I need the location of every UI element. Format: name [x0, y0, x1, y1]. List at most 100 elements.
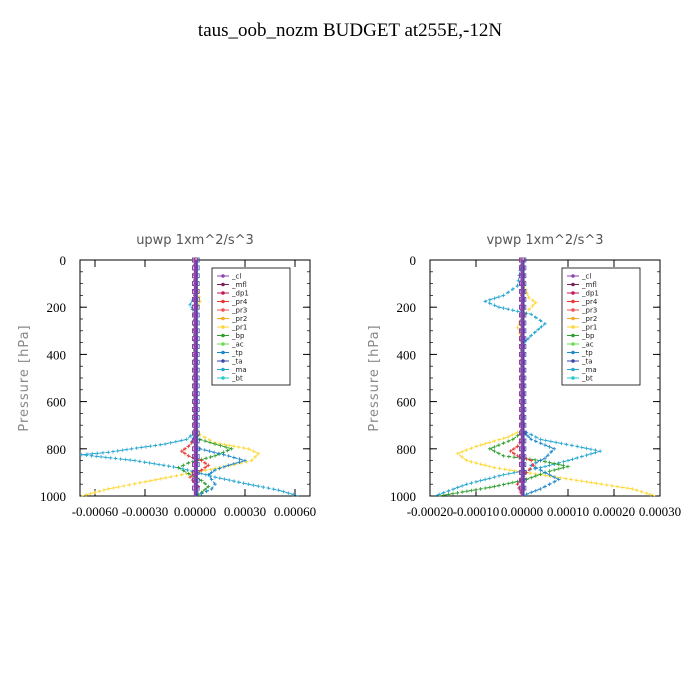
data-point	[209, 470, 214, 475]
y-axis-label: Pressure [hPa]	[367, 324, 382, 431]
data-point	[192, 289, 198, 294]
data-point	[206, 484, 211, 489]
data-point	[202, 448, 207, 452]
data-point	[209, 487, 214, 491]
data-point	[199, 471, 204, 476]
legend-swatch-marker	[221, 367, 225, 372]
legend-label: _dp1	[581, 290, 599, 298]
legend-item: _pr3	[567, 307, 597, 315]
data-point	[465, 489, 469, 494]
data-point	[192, 281, 198, 287]
data-point	[123, 457, 128, 462]
data-point	[271, 487, 276, 491]
data-point	[519, 257, 525, 263]
data-point	[492, 465, 497, 470]
data-point	[630, 487, 635, 491]
data-point	[128, 458, 132, 462]
data-point	[569, 477, 573, 482]
data-point	[465, 458, 469, 463]
data-point	[217, 451, 221, 456]
data-point	[519, 289, 525, 294]
y-tick-label: 400	[47, 347, 67, 362]
data-point	[192, 375, 198, 381]
data-point	[501, 436, 506, 441]
legend-item: _bt	[567, 375, 593, 383]
legend-item: _pr3	[217, 307, 247, 315]
data-point	[192, 438, 198, 444]
data-point	[185, 468, 190, 472]
data-point	[546, 453, 550, 457]
data-point	[492, 439, 497, 443]
data-point	[138, 459, 142, 464]
data-point	[529, 432, 533, 437]
data-point	[478, 462, 483, 466]
data-point	[132, 482, 137, 486]
data-point	[543, 470, 547, 475]
data-point	[599, 482, 604, 486]
data-point	[492, 475, 497, 479]
legend-swatch-marker	[571, 333, 575, 338]
legend-item: _ac	[217, 341, 244, 349]
data-point	[179, 472, 184, 477]
data-point	[469, 459, 474, 464]
y-tick-label: 400	[397, 347, 417, 362]
data-point	[519, 296, 525, 302]
data-point	[519, 391, 525, 397]
legend-label: _bt	[231, 375, 243, 383]
data-point	[559, 476, 563, 480]
data-point	[508, 449, 513, 453]
data-point	[593, 450, 598, 455]
data-point	[108, 456, 113, 460]
data-point	[519, 430, 525, 436]
legend-label: _pr1	[581, 324, 597, 332]
data-point	[90, 451, 95, 456]
data-point	[186, 454, 191, 458]
data-point	[584, 446, 589, 451]
data-point	[589, 480, 594, 485]
data-point	[533, 458, 537, 462]
data-point	[251, 483, 256, 487]
data-point	[564, 442, 569, 447]
data-point	[198, 437, 202, 442]
data-point	[589, 447, 593, 452]
data-point	[192, 446, 198, 452]
data-point	[89, 453, 94, 458]
data-point	[534, 474, 538, 478]
data-point	[584, 453, 589, 458]
legend-item: _pr4	[567, 298, 598, 306]
data-point	[534, 465, 538, 470]
data-point	[538, 468, 543, 472]
x-tick-label: 0.00060	[274, 504, 316, 519]
data-point	[506, 290, 510, 295]
data-point	[204, 456, 208, 461]
data-point	[192, 312, 198, 318]
data-point	[286, 491, 291, 495]
data-point	[552, 480, 556, 484]
data-point	[192, 336, 198, 342]
data-point	[625, 486, 630, 490]
data-point	[176, 465, 181, 470]
data-point	[249, 458, 254, 463]
data-point	[192, 414, 198, 420]
y-tick-label: 200	[47, 300, 67, 315]
data-point	[488, 440, 492, 445]
data-point	[506, 439, 510, 444]
series-bp	[439, 258, 570, 498]
data-point	[188, 303, 192, 307]
data-point	[469, 446, 474, 451]
data-point	[157, 462, 161, 467]
data-point	[519, 304, 525, 310]
data-point	[222, 465, 226, 469]
data-point	[88, 491, 93, 496]
series-line	[439, 260, 569, 497]
data-point	[213, 475, 217, 479]
x-tick-label: -0.00060	[72, 504, 119, 519]
data-point	[101, 451, 105, 455]
legend-label: _bp	[231, 332, 245, 340]
data-point	[192, 351, 198, 357]
data-point	[213, 468, 217, 472]
data-point	[192, 391, 198, 397]
data-point	[232, 479, 236, 483]
data-point	[543, 321, 547, 326]
data-point	[519, 414, 525, 420]
